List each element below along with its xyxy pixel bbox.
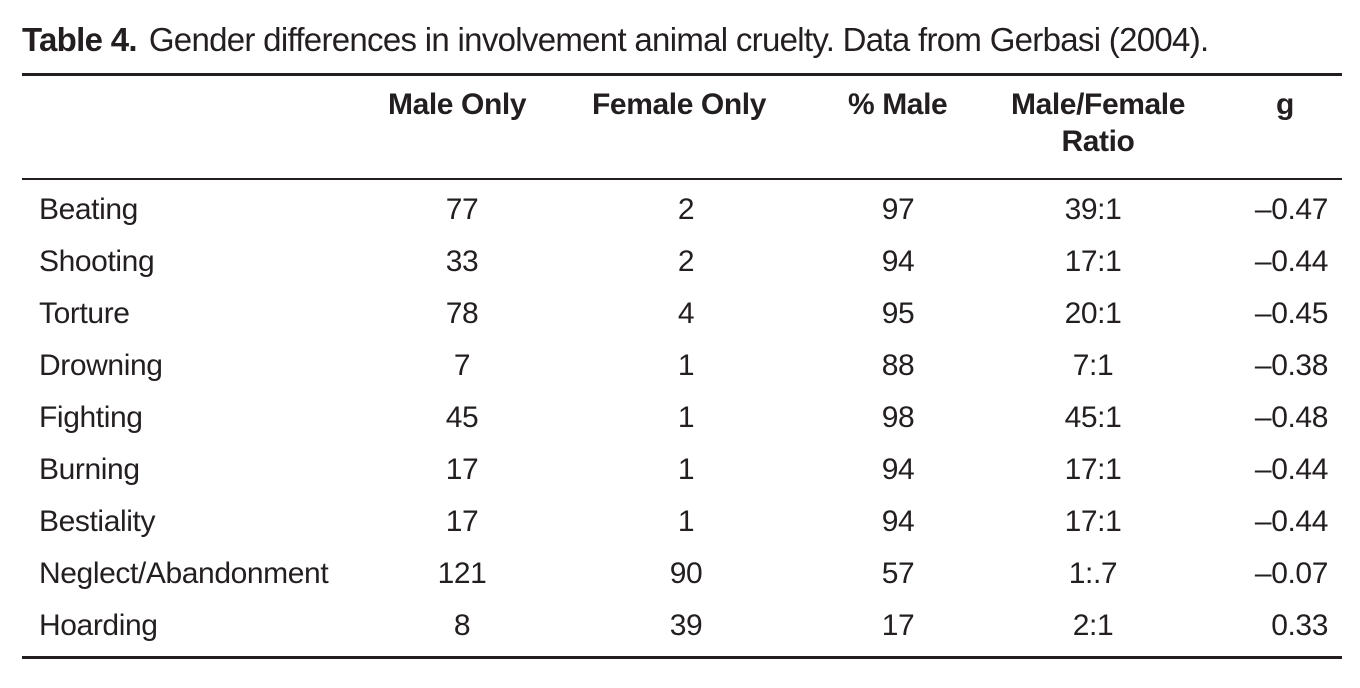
female-only-cell: 1 bbox=[677, 505, 695, 538]
ratio-cell: 7:1 bbox=[1072, 349, 1114, 382]
table-row: Fighting 45 1 98 45:1 –0.48 bbox=[0, 392, 1360, 444]
ratio-cell: 45:1 bbox=[1064, 401, 1122, 434]
behavior-cell: Neglect/Abandonment bbox=[39, 557, 329, 590]
header-female-only: Female Only bbox=[592, 88, 767, 121]
behavior-cell: Shooting bbox=[39, 245, 155, 278]
behavior-cell: Fighting bbox=[39, 401, 143, 434]
percent-male-cell: 88 bbox=[881, 349, 915, 382]
g-cell: –0.44 bbox=[1254, 245, 1328, 278]
female-only-cell: 2 bbox=[677, 193, 695, 226]
table-row: Bestiality 17 1 94 17:1 –0.44 bbox=[0, 496, 1360, 548]
table-row: Burning 17 1 94 17:1 –0.44 bbox=[0, 444, 1360, 496]
table-row: Drowning 7 1 88 7:1 –0.38 bbox=[0, 340, 1360, 392]
female-only-cell: 1 bbox=[677, 401, 695, 434]
table-row: Neglect/Abandonment 121 90 57 1:.7 –0.07 bbox=[0, 548, 1360, 600]
behavior-cell: Burning bbox=[39, 453, 140, 486]
header-rule bbox=[22, 178, 1342, 180]
g-cell: –0.45 bbox=[1254, 297, 1328, 330]
female-only-cell: 39 bbox=[669, 609, 703, 642]
table-row: Shooting 33 2 94 17:1 –0.44 bbox=[0, 236, 1360, 288]
g-cell: –0.44 bbox=[1254, 453, 1328, 486]
ratio-cell: 17:1 bbox=[1064, 453, 1122, 486]
male-only-cell: 77 bbox=[445, 193, 479, 226]
header-percent-male: % Male bbox=[848, 88, 948, 121]
g-cell: –0.07 bbox=[1254, 557, 1328, 590]
male-only-cell: 45 bbox=[445, 401, 479, 434]
female-only-cell: 1 bbox=[677, 349, 695, 382]
ratio-cell: 1:.7 bbox=[1068, 557, 1118, 590]
male-only-cell: 8 bbox=[453, 609, 471, 642]
g-cell: 0.33 bbox=[1271, 609, 1328, 642]
header-male-only: Male Only bbox=[388, 88, 527, 121]
percent-male-cell: 95 bbox=[881, 297, 915, 330]
caption-text: Gender differences in involvement animal… bbox=[148, 21, 1209, 58]
behavior-cell: Hoarding bbox=[39, 609, 158, 642]
female-only-cell: 90 bbox=[669, 557, 703, 590]
table-row: Hoarding 8 39 17 2:1 0.33 bbox=[0, 600, 1360, 652]
percent-male-cell: 17 bbox=[881, 609, 915, 642]
female-only-cell: 1 bbox=[677, 453, 695, 486]
percent-male-cell: 94 bbox=[881, 245, 915, 278]
g-cell: –0.48 bbox=[1254, 401, 1328, 434]
g-cell: –0.44 bbox=[1254, 505, 1328, 538]
male-only-cell: 121 bbox=[437, 557, 487, 590]
table-row: Beating 77 2 97 39:1 –0.47 bbox=[0, 184, 1360, 236]
male-only-cell: 7 bbox=[453, 349, 471, 382]
ratio-cell: 39:1 bbox=[1064, 193, 1122, 226]
table-body: Beating 77 2 97 39:1 –0.47 Shooting 33 2… bbox=[0, 184, 1360, 652]
ratio-cell: 2:1 bbox=[1072, 609, 1114, 642]
header-ratio-line1: Male/Female bbox=[1010, 88, 1186, 121]
female-only-cell: 2 bbox=[677, 245, 695, 278]
male-only-cell: 78 bbox=[445, 297, 479, 330]
g-cell: –0.38 bbox=[1254, 349, 1328, 382]
percent-male-cell: 94 bbox=[881, 505, 915, 538]
ratio-cell: 20:1 bbox=[1064, 297, 1122, 330]
behavior-cell: Drowning bbox=[39, 349, 163, 382]
behavior-cell: Beating bbox=[39, 193, 138, 226]
behavior-cell: Bestiality bbox=[39, 505, 156, 538]
female-only-cell: 4 bbox=[677, 297, 695, 330]
header-male-female-ratio: Male/Female Ratio bbox=[998, 86, 1198, 160]
male-only-cell: 33 bbox=[445, 245, 479, 278]
g-cell: –0.47 bbox=[1254, 193, 1328, 226]
male-only-cell: 17 bbox=[445, 453, 479, 486]
bottom-rule bbox=[22, 656, 1342, 659]
header-g: g bbox=[1276, 88, 1294, 121]
percent-male-cell: 98 bbox=[881, 401, 915, 434]
percent-male-cell: 57 bbox=[881, 557, 915, 590]
top-rule bbox=[22, 73, 1342, 76]
male-only-cell: 17 bbox=[445, 505, 479, 538]
table-caption: Table 4. Gender differences in involvemen… bbox=[22, 18, 1209, 62]
ratio-cell: 17:1 bbox=[1064, 505, 1122, 538]
percent-male-cell: 94 bbox=[881, 453, 915, 486]
behavior-cell: Torture bbox=[39, 297, 130, 330]
ratio-cell: 17:1 bbox=[1064, 245, 1122, 278]
table-row: Torture 78 4 95 20:1 –0.45 bbox=[0, 288, 1360, 340]
percent-male-cell: 97 bbox=[881, 193, 915, 226]
header-ratio-line2: Ratio bbox=[1061, 125, 1135, 158]
table-label: Table 4. bbox=[22, 21, 138, 58]
